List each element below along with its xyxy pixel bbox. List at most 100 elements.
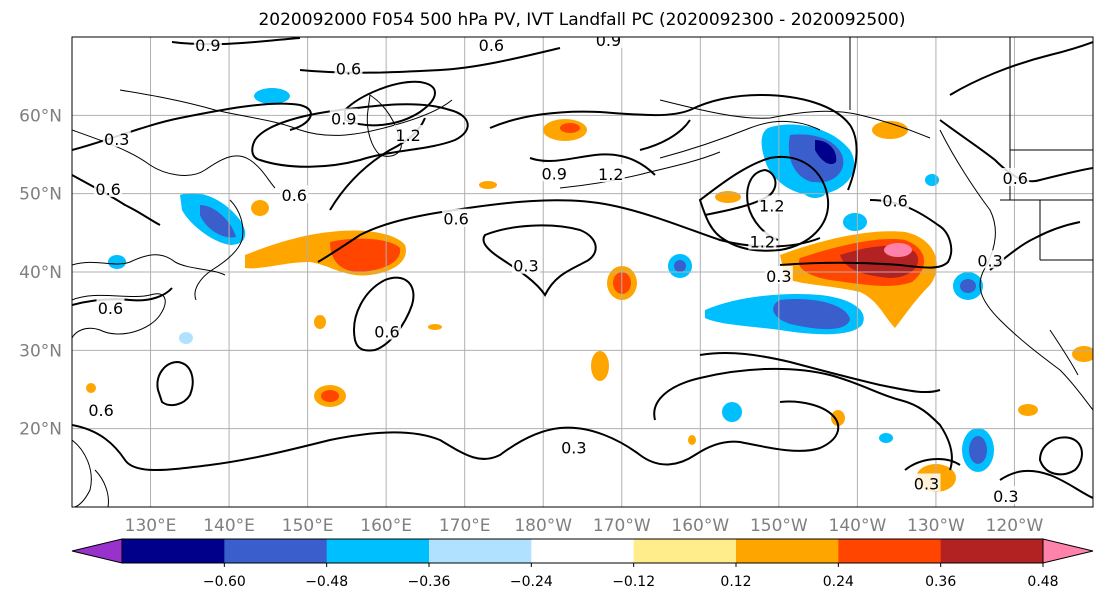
contour-label-background [193,37,222,53]
coastline-japan [194,199,244,301]
contour-label-background [334,58,363,77]
contour-label: 0.9 [331,109,356,128]
latitude-label: 60°N [19,106,62,126]
contour-label-background [329,108,358,127]
pv-contour-0.3-ne [779,199,953,269]
negative-anomaly-small [925,174,939,186]
pv-contour-1.2-loop [704,168,779,241]
contour-label: 1.2 [759,196,784,215]
contour-label: 0.6 [88,401,113,420]
latitude-labels: 60°N 50°N 40°N 30°N 20°N [19,106,62,439]
contour-label-background [96,298,125,317]
longitude-label: 140°W [829,516,887,536]
contour-label-background [912,473,941,492]
contour-label-background [280,185,309,204]
contour-label: 0.3 [914,475,939,494]
longitude-label: 150°W [750,516,808,536]
coastline-alaska [659,99,931,159]
contour-label-background [1001,168,1030,186]
contour-label: 0.6 [1003,169,1028,188]
pv-contour-0.3-sw2 [904,458,961,471]
pv-contour-0.3-south [72,400,840,471]
negative-anomaly-small [108,255,126,269]
positive-anomaly-small [872,121,908,139]
contour-label: 0.6 [98,299,123,318]
positive-anomaly-small [831,410,845,426]
negative-anomaly-small [179,332,193,344]
pv-contour-0.6-sw [72,287,173,306]
pv-contour-0.6-west [72,174,161,226]
positive-anomaly-small [428,324,442,330]
contour-label: 0.6 [443,210,468,229]
contour-label: 0.6 [282,186,307,205]
contour-label-background [559,437,588,456]
pv-contour-0.9-mid [489,93,858,191]
colorbar-extend-low [71,538,123,564]
contour-label: 1.2 [395,126,420,145]
contour-label: 0.3 [766,267,791,286]
longitude-label: 120°W [986,516,1044,536]
negative-anomaly-small [969,436,987,464]
positive-anomaly-small [251,200,269,216]
positive-anomaly-small [591,351,609,381]
contour-label-background [540,163,569,182]
colorbar-segment [940,539,1044,563]
contour-label: 0.6 [374,323,399,342]
positive-anomaly-small [314,315,326,329]
pv-contour-0.6-ec [949,41,1093,96]
map-title: 2020092000 F054 500 hPa PV, IVT Landfall… [258,10,905,30]
negative-anomaly-small [843,213,867,231]
longitude-label: 160°E [360,516,412,536]
negative-anomaly-small [674,260,686,272]
colorbar-tick-label: −0.60 [203,574,246,590]
longitude-label: 180°W [514,516,572,536]
pv-contour-0.3-mid [482,224,597,297]
contour-label: 0.9 [195,36,220,55]
map-frame [71,36,1094,508]
pv-contour-1.2-mid [529,119,691,176]
contour-label-background [102,128,131,147]
positive-anomaly-small [321,390,339,402]
colorbar-segment [122,539,225,563]
negative-anomaly-small [254,88,290,104]
coastline-kamchatka [366,94,402,157]
contour-label-background [372,321,401,340]
negative-anomaly-small [879,433,893,443]
contour-label-background [94,178,123,197]
contour-label: 0.3 [977,251,1002,270]
longitude-label: 170°W [593,516,651,536]
longitude-label: 160°W [671,516,729,536]
positive-anomaly-small [1072,346,1093,362]
colorbar-segment [326,539,430,563]
pv-contour-0.3-se2 [999,469,1093,499]
longitude-label: 130°W [907,516,965,536]
contour-label: 0.6 [479,36,504,55]
negative-anomaly-midpacific-core [773,299,850,330]
contour-label-background [442,208,471,227]
contour-label-background [394,124,423,143]
positive-anomaly-westpacific-core [330,238,401,272]
contour-label-background [87,399,116,418]
longitude-label: 130°E [125,516,177,536]
colorbar-segment [633,539,737,563]
pv-contour-0.6-oval [353,276,415,352]
contour-label: 0.9 [541,164,566,183]
coastline-asia [72,89,453,339]
longitude-label: 140°E [203,516,255,536]
contour-label-background [511,255,540,274]
coastline-aleutians [559,151,721,189]
negative-anomaly-small [960,279,976,293]
colorbar-tick-label: −0.36 [408,574,451,590]
contour-label: 0.3 [513,257,538,276]
negative-anomaly-small [722,402,742,422]
latitude-label: 30°N [19,341,62,361]
pv-contour-0.9-arc [344,80,436,127]
contour-label: 1.2 [598,165,623,184]
longitude-label: 150°E [282,516,334,536]
coastlines [72,37,1093,507]
positive-anomaly-small [479,181,497,189]
positive-anomaly-small [560,123,580,133]
contour-label-background [477,37,506,53]
pv-contour-0.6-small [156,360,194,407]
